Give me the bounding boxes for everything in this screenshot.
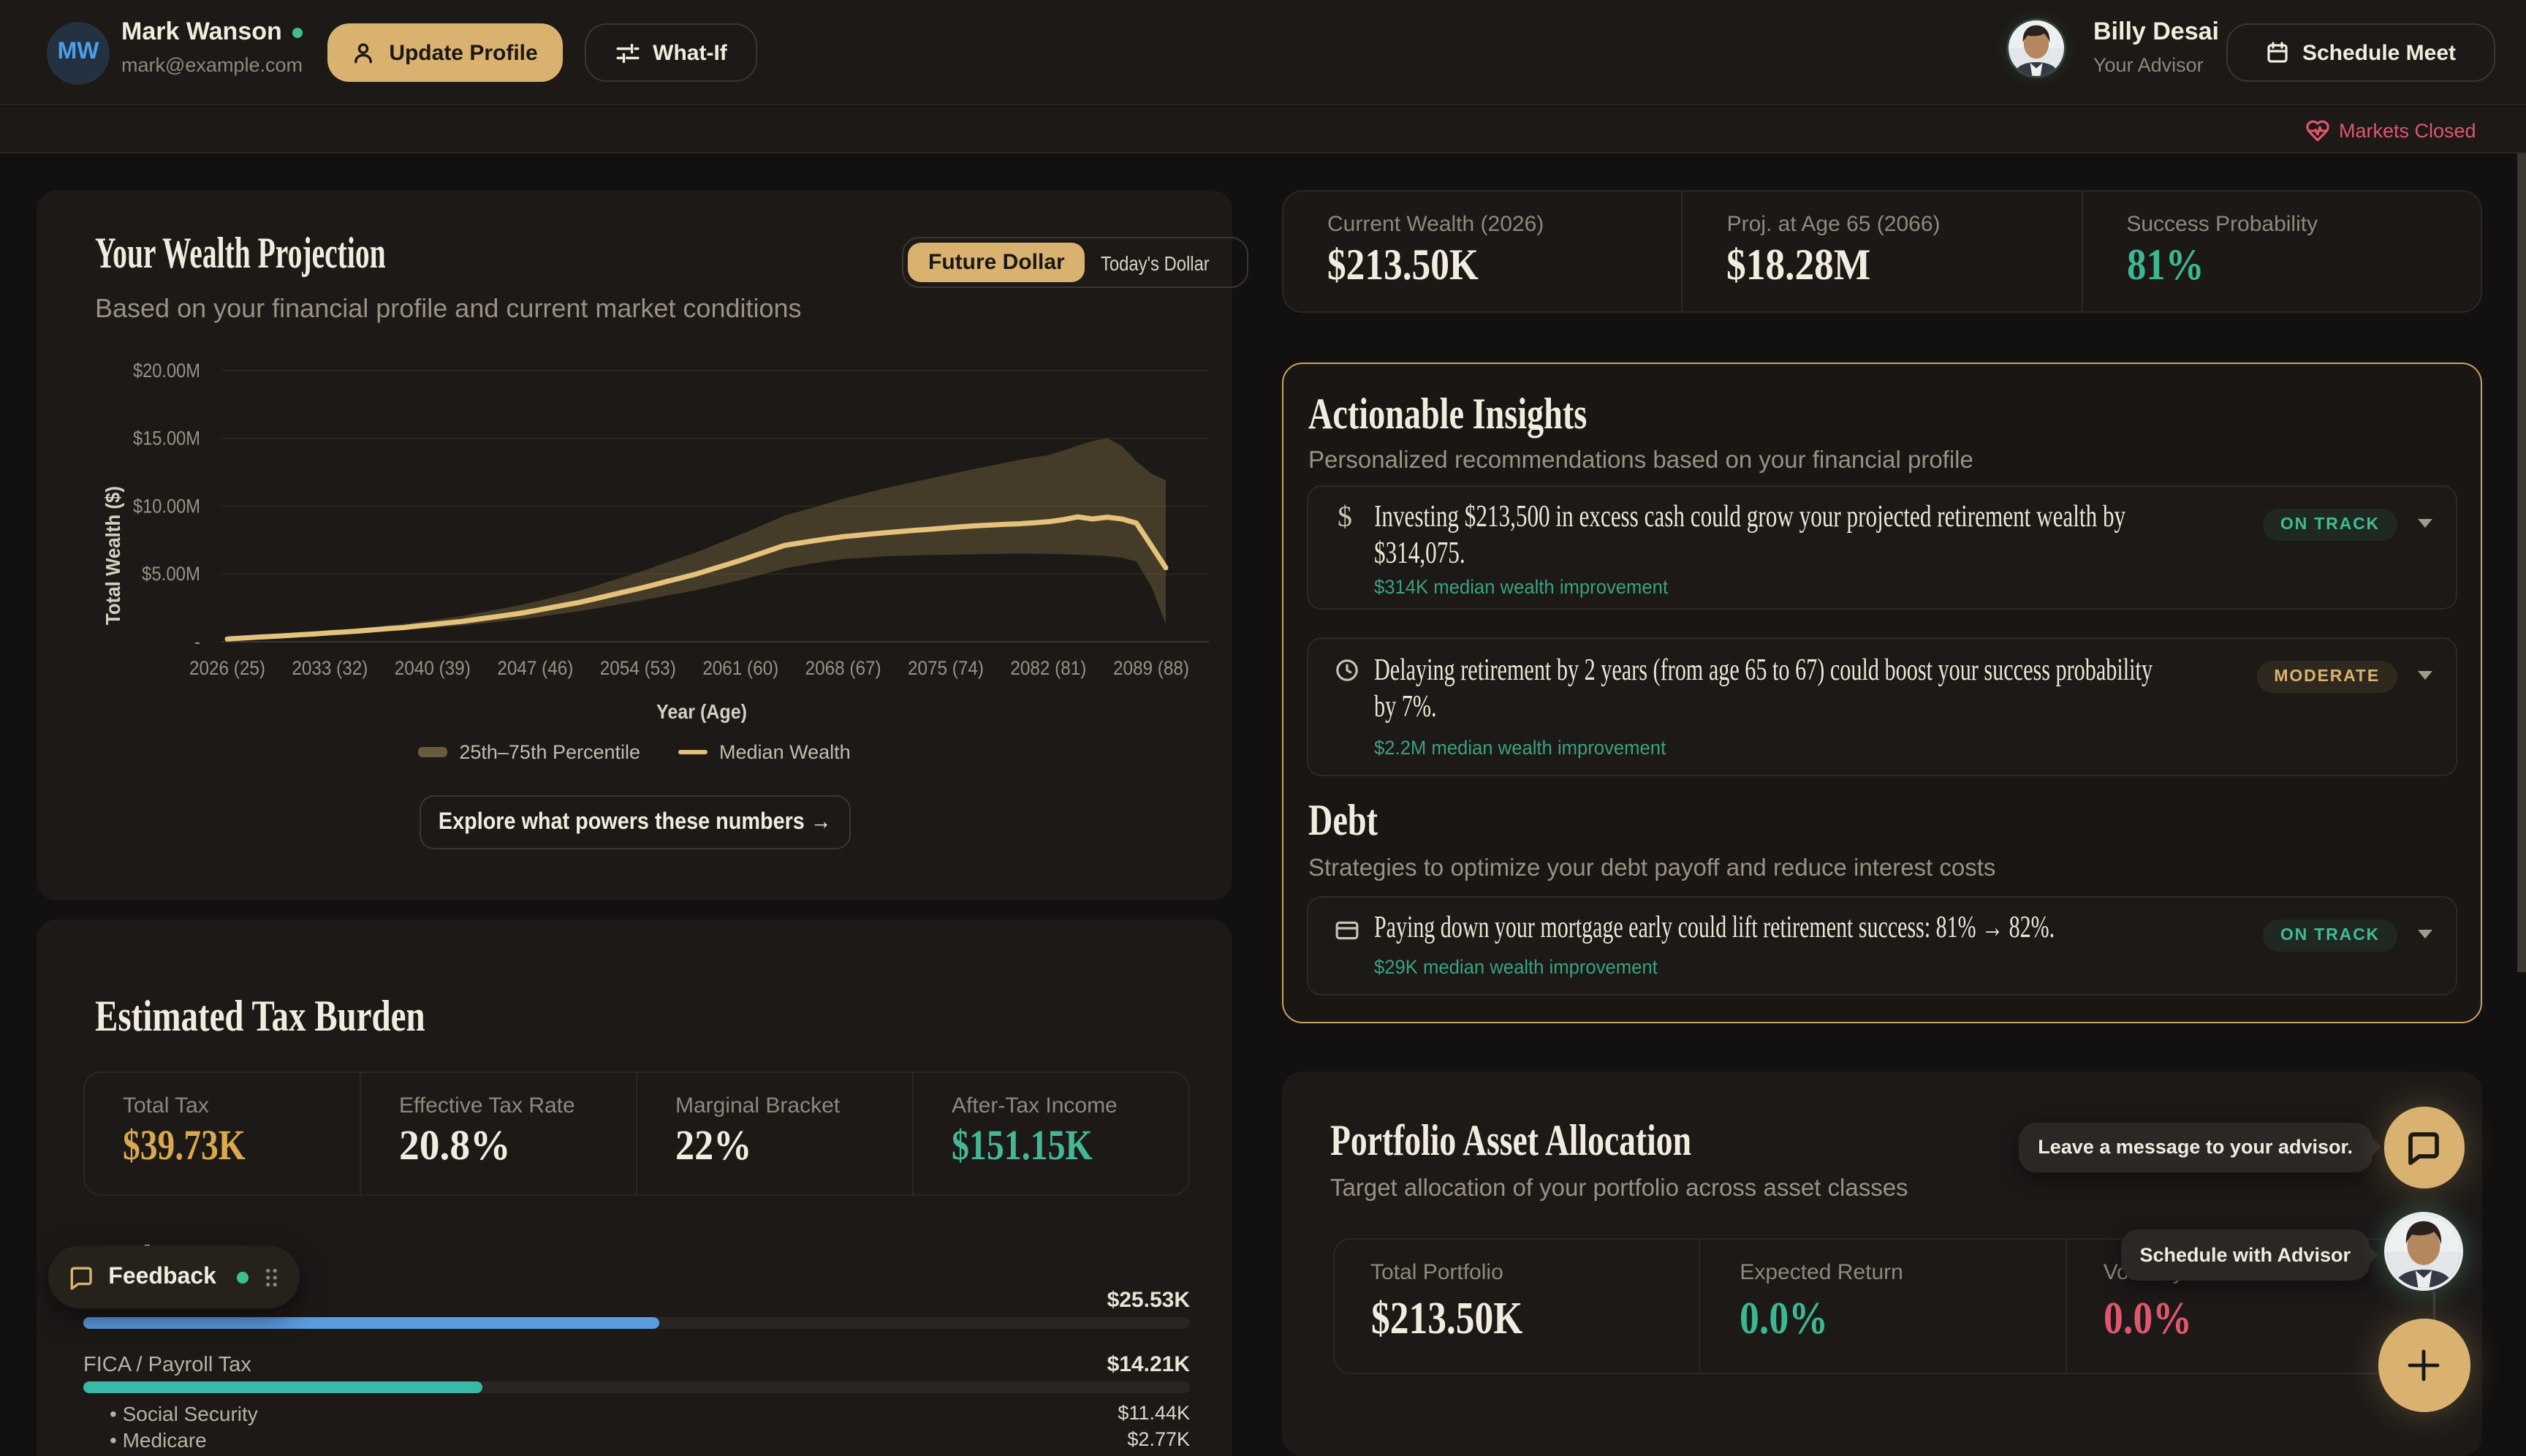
svg-text:2040 (39): 2040 (39): [395, 657, 471, 679]
svg-text:2026 (25): 2026 (25): [189, 657, 265, 679]
svg-text:Total Wealth ($): Total Wealth ($): [102, 486, 124, 625]
svg-text:2068 (67): 2068 (67): [805, 657, 881, 679]
svg-text:Year (Age): Year (Age): [656, 700, 747, 723]
svg-text:$10.00M: $10.00M: [133, 495, 200, 517]
svg-text:-: -: [194, 631, 200, 653]
svg-text:$15.00M: $15.00M: [133, 428, 200, 450]
svg-text:$5.00M: $5.00M: [142, 563, 200, 585]
svg-text:2054 (53): 2054 (53): [600, 657, 676, 679]
svg-text:2033 (32): 2033 (32): [292, 657, 368, 679]
svg-text:2047 (46): 2047 (46): [497, 657, 573, 679]
svg-text:2089 (88): 2089 (88): [1113, 657, 1189, 679]
svg-text:2061 (60): 2061 (60): [702, 657, 778, 679]
svg-text:2082 (81): 2082 (81): [1010, 657, 1086, 679]
svg-text:$20.00M: $20.00M: [133, 360, 200, 382]
svg-text:2075 (74): 2075 (74): [908, 657, 984, 679]
